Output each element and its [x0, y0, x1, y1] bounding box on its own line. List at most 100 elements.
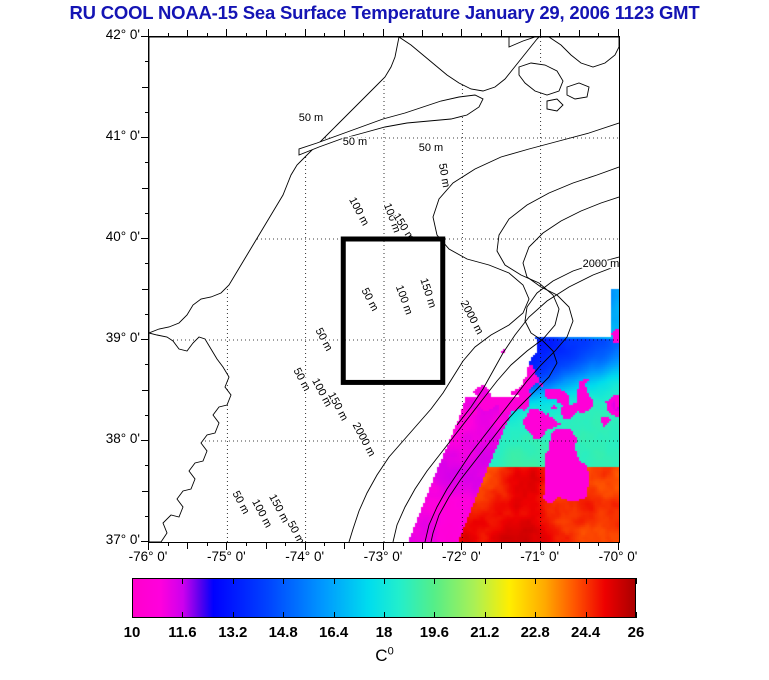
colorbar-tick: [384, 612, 385, 618]
axis-minor-tick: [578, 543, 580, 549]
axis-minor-tick: [441, 33, 443, 36]
colorbar-tick-label: 11.6: [168, 624, 197, 641]
colorbar-tick: [232, 612, 234, 618]
axis-minor-tick: [285, 33, 287, 36]
y-axis-minor-tick: [142, 490, 148, 492]
axis-minor-tick: [559, 543, 561, 546]
x-axis-tick-label: -70° 0': [598, 549, 638, 564]
colorbar-gradient: [133, 579, 635, 617]
southern-new-england-coast: [398, 37, 540, 92]
colorbar-tick-label: 10: [123, 624, 141, 641]
y-axis-major-tick: [141, 339, 148, 340]
x-axis-tick-label: -75° 0': [206, 549, 246, 564]
contour-label-halo: 50 m: [436, 162, 452, 188]
axis-minor-tick: [265, 30, 267, 36]
axis-minor-tick: [578, 30, 580, 36]
colorbar-tick: [283, 578, 285, 584]
axis-minor-tick: [559, 33, 561, 36]
colorbar-unit-label: C0: [0, 645, 769, 666]
unit-text: C0: [375, 645, 394, 665]
axis-minor-tick: [598, 33, 600, 36]
isobath-150m: [424, 196, 619, 542]
x-axis-top-tick: [461, 29, 463, 36]
x-axis-top-tick: [539, 29, 541, 36]
axis-minor-tick: [422, 30, 424, 36]
contour-label-halo: 50 m: [299, 112, 323, 124]
axis-minor-tick: [245, 33, 247, 36]
colorbar-tick: [182, 612, 184, 618]
axis-minor-tick: [598, 543, 600, 546]
colorbar-tick: [585, 612, 587, 618]
delmarva-peninsula: [149, 332, 232, 542]
unit-superscript: 0: [387, 645, 394, 657]
colorbar-tick: [182, 578, 184, 584]
colorbar-tick: [232, 578, 234, 584]
y-axis-minor-tick: [145, 212, 148, 214]
cape-cod: [518, 62, 564, 96]
y-axis-major-tick: [141, 238, 148, 239]
axis-minor-tick: [363, 33, 365, 36]
x-axis-major-tick: [539, 543, 541, 550]
y-axis-tick-label: 40° 0': [105, 229, 140, 244]
marthas-vineyard: [546, 98, 564, 112]
colorbar-tick-label: 13.2: [218, 624, 248, 641]
axis-minor-tick: [500, 30, 502, 36]
colorbar-tick: [333, 612, 335, 618]
axis-minor-tick: [402, 543, 404, 546]
contour-label: 50 m: [343, 136, 367, 148]
page-title: RU COOL NOAA-15 Sea Surface Temperature …: [69, 2, 700, 23]
isobath-2000m-west: [430, 256, 619, 542]
colorbar-tick-label: 21.2: [470, 624, 500, 641]
colorbar-tick: [636, 612, 637, 618]
x-axis-tick-label: -72° 0': [441, 549, 481, 564]
isobath-50m: [348, 122, 619, 542]
y-axis-minor-tick: [145, 465, 148, 467]
axis-minor-tick: [206, 33, 208, 36]
colorbar-tick: [636, 578, 637, 584]
contour-label: 2000 m: [458, 299, 486, 337]
y-axis-minor-tick: [142, 86, 148, 88]
y-axis-minor-tick: [142, 389, 148, 391]
y-axis-major-tick: [141, 137, 148, 138]
axis-minor-tick: [324, 33, 326, 36]
axis-minor-tick: [343, 30, 345, 36]
x-axis-tick-label: -76° 0': [128, 549, 168, 564]
colorbar-tick-label: 24.4: [570, 624, 601, 641]
long-island: [298, 94, 484, 156]
axis-minor-tick: [285, 543, 287, 546]
axis-minor-tick: [402, 33, 404, 36]
axis-minor-tick: [206, 543, 208, 546]
y-axis-minor-tick: [142, 187, 148, 189]
isobath-2000m-mid: [456, 264, 619, 426]
y-axis-tick-label: 39° 0': [105, 330, 140, 345]
contour-label: 50 m: [359, 286, 381, 313]
x-axis-major-tick: [383, 543, 384, 550]
axis-minor-tick: [343, 543, 345, 549]
colorbar-tick: [333, 578, 335, 584]
colorbar-tick-label: 26: [627, 624, 645, 641]
contour-label: 50 m: [230, 489, 252, 516]
axis-minor-tick: [480, 543, 482, 546]
colorbar-tick-label: 19.6: [419, 624, 449, 641]
y-axis-tick-label: 41° 0': [105, 128, 140, 143]
colorbar-tick: [484, 578, 486, 584]
contour-label: 50 m: [291, 366, 313, 393]
y-axis-tick-label: 37° 0': [105, 532, 140, 547]
axis-minor-tick: [480, 33, 482, 36]
x-axis-major-tick: [618, 543, 619, 550]
colorbar-tick-label: 18: [375, 624, 393, 641]
colorbar-tick: [434, 578, 436, 584]
contour-label: 50 m: [313, 326, 335, 353]
colorbar-tick: [384, 578, 385, 584]
contour-label: 150 m: [417, 277, 438, 310]
contour-label: 100 m: [393, 284, 415, 317]
sst-map-plot[interactable]: 50 m 50 m 50 m 50 m 50 m 50 m 50 m 50 m 100 m 100…: [148, 36, 620, 543]
x-axis-top-tick: [618, 29, 619, 36]
x-axis-tick-label: -73° 0': [363, 549, 403, 564]
axis-minor-tick: [520, 33, 522, 36]
colorbar-tick: [484, 612, 486, 618]
study-area-box[interactable]: [340, 236, 446, 385]
y-axis-minor-tick: [145, 515, 148, 517]
axis-minor-tick: [324, 543, 326, 546]
